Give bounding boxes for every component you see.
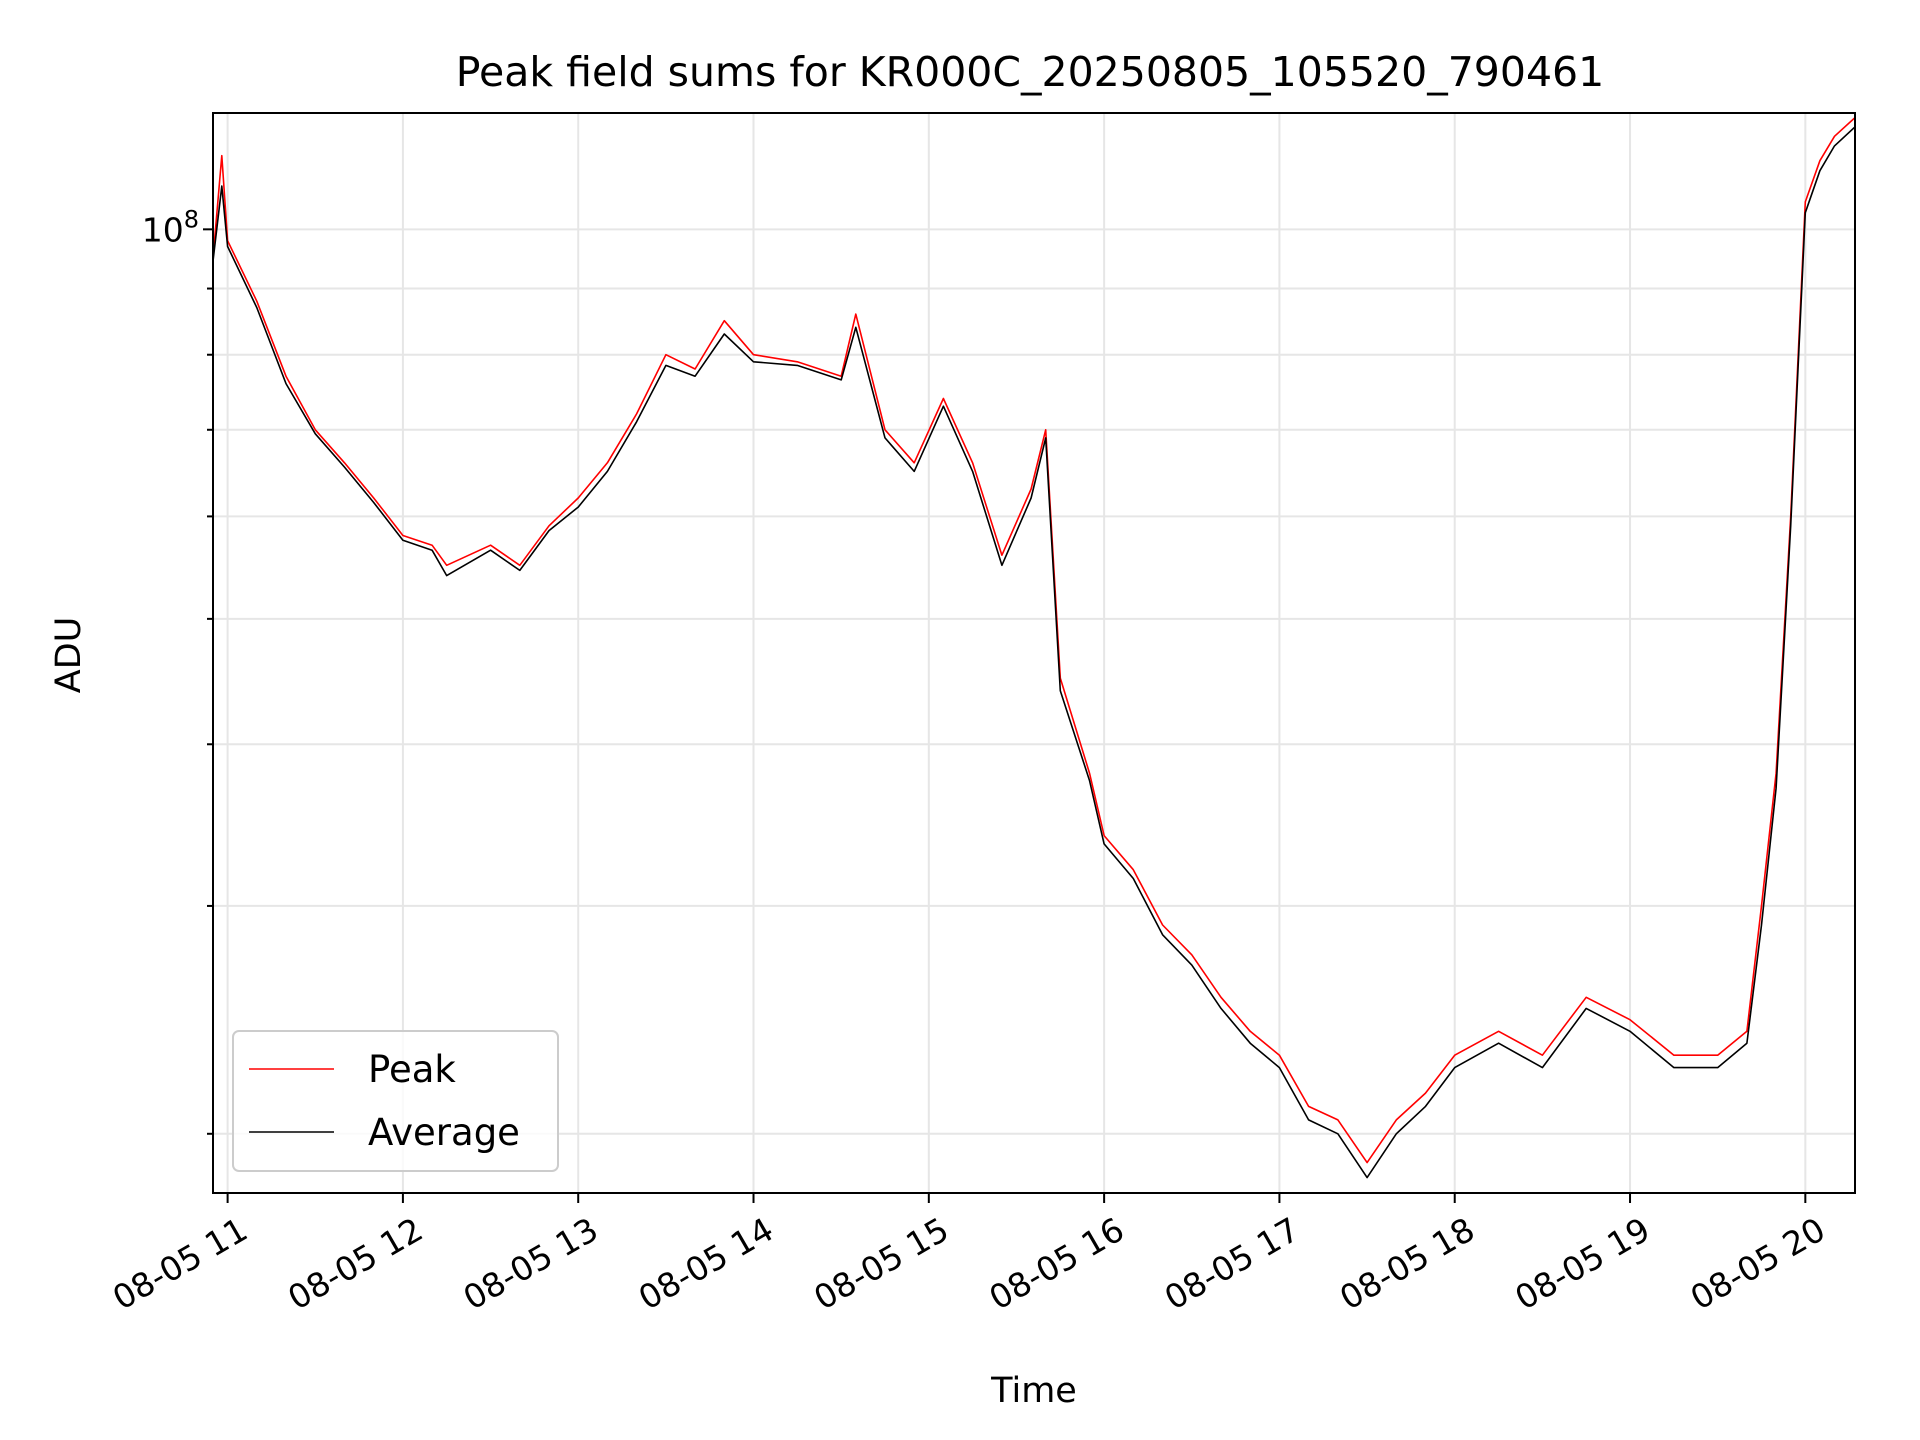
- average-series-line: [212, 126, 1856, 1179]
- legend-peak-label: Peak: [368, 1048, 456, 1091]
- chart-title: Peak field sums for KR000C_20250805_1055…: [456, 48, 1604, 96]
- legend: Peak Average: [232, 1030, 559, 1172]
- legend-box: [232, 1030, 559, 1172]
- grid-lines: [213, 113, 1855, 1193]
- y-axis-label: ADU: [49, 617, 89, 694]
- y-tick-label: 108: [142, 205, 199, 249]
- legend-average-label: Average: [368, 1111, 520, 1154]
- peak-series-line: [212, 117, 1856, 1164]
- plot-frame: [212, 112, 1856, 1194]
- x-axis-label: Time: [990, 1371, 1077, 1411]
- series-lines: [212, 117, 1856, 1179]
